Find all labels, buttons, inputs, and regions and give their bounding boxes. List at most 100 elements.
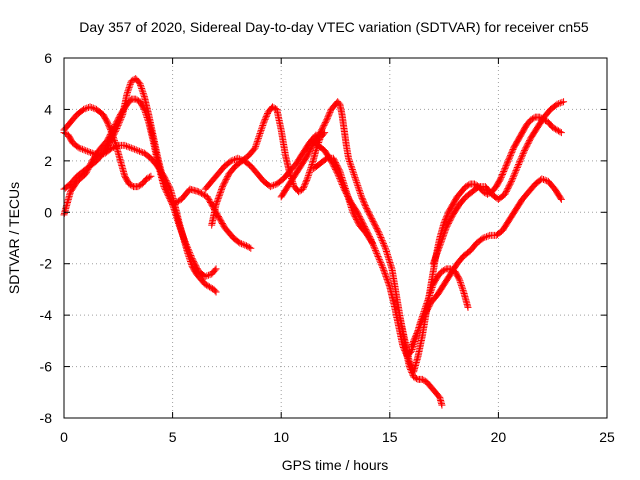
data-point <box>255 133 263 141</box>
data-point <box>166 193 174 201</box>
data-point <box>80 146 88 154</box>
data-point <box>506 180 514 188</box>
y-axis-label: SDTVAR / TECUs <box>6 182 22 294</box>
data-point <box>302 178 310 186</box>
data-point <box>375 229 383 237</box>
data-point <box>458 283 466 291</box>
data-point <box>379 265 387 273</box>
data-point <box>177 226 185 234</box>
data-point <box>437 239 445 247</box>
data-point <box>411 374 419 382</box>
data-point <box>517 156 525 164</box>
data-point <box>438 267 446 275</box>
data-point <box>370 219 378 227</box>
data-point <box>371 222 379 230</box>
data-point <box>380 241 388 249</box>
data-point <box>211 266 219 274</box>
data-point <box>303 175 311 183</box>
data-point <box>354 182 362 190</box>
data-point <box>357 191 365 199</box>
data-point <box>211 287 219 295</box>
data-point <box>251 144 259 152</box>
data-point <box>350 210 358 218</box>
data-point <box>164 187 172 195</box>
data-point <box>503 159 511 167</box>
data-point <box>420 376 428 384</box>
data-point <box>198 189 206 197</box>
data-point <box>125 84 133 92</box>
data-point <box>379 263 387 271</box>
data-point <box>259 122 267 129</box>
data-point <box>300 182 308 190</box>
data-point <box>262 114 270 122</box>
data-point <box>498 172 506 180</box>
data-point <box>405 357 413 365</box>
data-point <box>160 176 168 184</box>
data-point <box>552 101 560 109</box>
data-point <box>456 277 464 285</box>
data-point <box>557 194 565 202</box>
data-point <box>253 138 261 146</box>
data-point <box>445 218 453 226</box>
data-point <box>137 81 145 89</box>
data-point <box>358 193 366 201</box>
data-point <box>346 200 354 208</box>
data-point <box>231 156 239 164</box>
data-point <box>188 255 196 263</box>
data-point <box>338 173 346 181</box>
data-series <box>60 75 220 281</box>
data-point <box>190 257 198 265</box>
data-point <box>168 199 176 207</box>
data-point <box>437 237 445 245</box>
data-point <box>214 195 222 203</box>
data-point <box>192 263 200 271</box>
data-point <box>432 251 440 259</box>
data-point <box>106 139 114 147</box>
data-point <box>115 118 123 126</box>
data-point <box>270 181 278 189</box>
data-point <box>381 271 389 279</box>
y-tick-label: -4 <box>40 307 53 323</box>
data-point <box>116 117 124 125</box>
data-point <box>501 165 509 173</box>
data-point <box>518 153 526 161</box>
data-point <box>171 207 179 215</box>
data-point <box>214 196 222 204</box>
data-point <box>91 105 99 113</box>
data-point <box>417 320 425 328</box>
data-point <box>374 253 382 261</box>
data-series <box>310 154 376 247</box>
x-tick-label: 5 <box>169 429 177 445</box>
data-point <box>181 238 189 246</box>
data-point <box>176 224 184 232</box>
data-point <box>527 116 535 124</box>
data-point <box>444 221 452 229</box>
data-point <box>90 150 98 158</box>
data-point <box>172 212 180 220</box>
data-point <box>366 212 374 220</box>
data-point <box>176 223 184 231</box>
data-point <box>373 226 381 234</box>
x-axis-label: GPS time / hours <box>282 457 389 473</box>
data-point <box>363 206 371 214</box>
data-point <box>359 197 367 205</box>
data-point <box>331 157 339 165</box>
data-point <box>434 248 442 256</box>
data-point <box>193 265 201 273</box>
data-point <box>362 203 370 211</box>
y-tick-label: 0 <box>44 204 52 220</box>
data-point <box>457 280 465 288</box>
data-point <box>182 239 190 247</box>
data-point <box>164 189 172 197</box>
data-point <box>114 121 122 129</box>
data-point <box>367 213 375 221</box>
data-point <box>382 272 390 280</box>
data-point <box>554 127 562 135</box>
data-point <box>177 227 185 235</box>
data-point <box>438 234 446 242</box>
data-point <box>128 182 136 190</box>
chart-title: Day 357 of 2020, Sidereal Day-to-day VTE… <box>79 19 589 35</box>
data-point <box>440 230 448 238</box>
data-point <box>502 163 510 171</box>
